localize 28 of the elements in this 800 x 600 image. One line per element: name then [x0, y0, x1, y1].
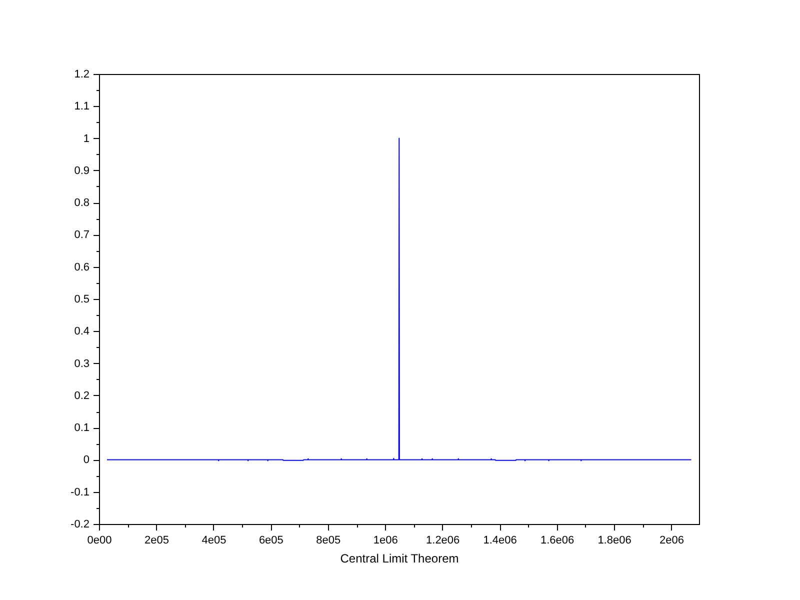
y-tick-label: 0.4	[74, 326, 90, 338]
y-tick-label: 0.9	[74, 164, 90, 177]
y-tick-label: 1	[83, 132, 90, 145]
x-tick-label: 2e06	[660, 534, 684, 546]
x-tick-label: 1e06	[373, 534, 398, 546]
y-tick-label: 0.7	[74, 229, 90, 242]
y-tick-label: 0.5	[74, 294, 90, 306]
y-tick-label: 0.8	[74, 197, 90, 210]
x-tick-label: 1.2e06	[426, 534, 460, 546]
y-tick-label: 0.3	[74, 358, 90, 370]
x-tick-label: 1.8e06	[598, 534, 632, 546]
x-tick-label: 8e05	[316, 534, 341, 546]
y-tick-label: 0.2	[74, 390, 90, 402]
x-tick-label: 2e05	[144, 534, 169, 546]
x-tick-label: 1.4e06	[483, 534, 517, 546]
line-series	[106, 138, 692, 462]
x-tick-label: 0e00	[87, 534, 112, 546]
y-tick-label: -0.2	[70, 518, 90, 530]
x-tick-label: 4e05	[202, 534, 226, 546]
x-tick-label: 1.6e06	[540, 534, 574, 546]
y-tick-label: 1.2	[74, 68, 90, 80]
y-tick-label: 0.1	[74, 422, 90, 434]
y-tick-label: 1.1	[74, 100, 90, 113]
y-tick-label: 0	[83, 454, 90, 466]
x-tick-label: 6e05	[258, 534, 284, 546]
x-axis-title: Central Limit Theorem	[340, 552, 459, 566]
y-tick-label: -0.1	[70, 486, 90, 498]
y-tick-label: 0.6	[74, 261, 90, 274]
